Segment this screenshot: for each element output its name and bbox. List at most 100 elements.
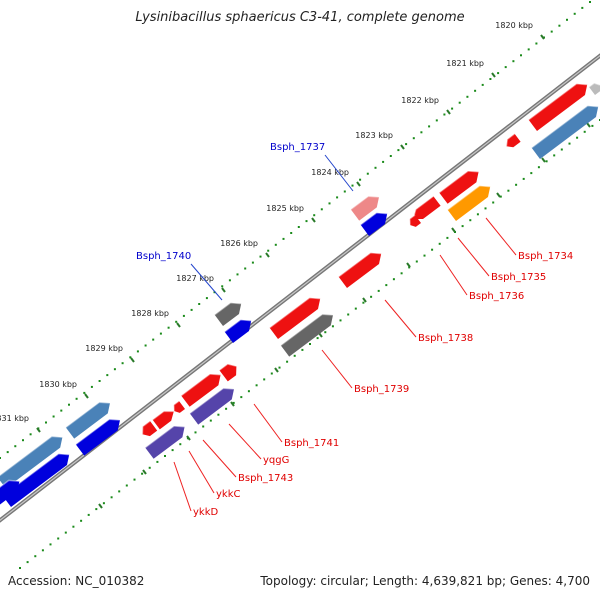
outer-scale-dot — [558, 24, 561, 27]
outer-scale-dot — [6, 451, 9, 454]
inner-scale-dot — [316, 337, 319, 340]
gene-labels: Bsph_1734 Bsph_1735 Bsph_1736 Bsph_1737 Bsph… — [136, 142, 573, 518]
gene-arrow-body — [439, 171, 479, 204]
scale-tick-label: 1827 kbp — [176, 274, 214, 283]
gene-feature — [2, 453, 70, 507]
inner-scale-dot — [446, 236, 449, 239]
inner-scale-dot — [370, 295, 373, 298]
inner-scale-dot — [583, 130, 586, 133]
outer-scale-dot — [90, 385, 93, 388]
label-leader-line — [457, 237, 490, 277]
inner-scale-dot — [263, 378, 266, 381]
outer-scale-dot — [221, 285, 224, 288]
gene-arrow-body — [413, 196, 441, 219]
gene-feature — [412, 195, 441, 220]
gene-label: Bsph_1734 — [518, 251, 573, 262]
outer-scale-dot — [259, 255, 262, 258]
outer-scale-dot — [290, 232, 293, 234]
gene-feature — [280, 313, 334, 357]
inner-scale-dot — [141, 472, 144, 475]
gene-label: ykkC — [216, 489, 241, 500]
gene-label: Bsph_1740 — [136, 251, 191, 262]
outer-scale-dot — [397, 149, 400, 152]
gene-arrow-shine — [75, 418, 121, 445]
outer-scale-dot — [198, 303, 201, 305]
inner-scale-dot — [95, 508, 98, 511]
gene-arrow-shine — [409, 214, 416, 226]
scale-major-tick — [176, 322, 181, 328]
gene-feature — [214, 302, 242, 326]
inner-scale-dot — [19, 567, 21, 569]
inner-scale-tick — [230, 401, 235, 407]
outer-scale-dot — [489, 78, 492, 80]
gene-arrow-body — [145, 426, 185, 459]
gene-feature — [75, 418, 121, 456]
outer-scale-dot — [121, 362, 124, 365]
gene-feature — [269, 297, 321, 339]
outer-scale-dot — [29, 433, 32, 436]
inner-scale-dot — [87, 513, 90, 516]
outer-scale-dot — [213, 291, 216, 294]
scale-tick-label: 1821 kbp — [446, 59, 484, 68]
outer-scale-dot — [144, 344, 147, 347]
gene-arrow-body — [152, 411, 174, 430]
outer-scale-dot — [474, 89, 477, 92]
gene-arrow-shine — [218, 363, 237, 371]
scale-ring: 1820 kbp 1821 kbp 1822 kbp 1823 kbp 1824 kbp… — [0, 1, 600, 569]
gene-arrow-shine — [350, 195, 380, 210]
outer-scale-dot — [412, 137, 415, 140]
inner-scale-dot — [217, 413, 220, 416]
inner-scale-tick — [362, 297, 367, 303]
outer-scale-dot — [458, 101, 461, 104]
outer-scale-dot — [75, 397, 78, 400]
scale-major-tick — [130, 357, 135, 363]
inner-scale-dot — [339, 319, 342, 322]
gene-feature — [141, 420, 158, 437]
outer-scale-dot — [45, 421, 47, 424]
inner-scale-dot — [507, 189, 510, 192]
gene-feature — [447, 185, 491, 221]
gene-feature — [505, 133, 521, 148]
gene-feature — [180, 373, 221, 407]
scale-tick-label: 1824 kbp — [311, 168, 349, 177]
scale-tick-label: 1820 kbp — [495, 21, 533, 30]
scale-tick-label: 1828 kbp — [131, 309, 169, 318]
gene-feature — [173, 400, 185, 413]
outer-scale-dot — [113, 368, 116, 371]
outer-scale-dot — [60, 409, 63, 412]
scale-tick-label: 1823 kbp — [355, 131, 393, 140]
inner-scale-dot — [49, 543, 52, 546]
gene-arrow-body — [338, 252, 382, 288]
inner-scale-dot — [118, 490, 121, 493]
outer-scale-dot — [106, 374, 109, 377]
outer-scale-dot — [581, 6, 584, 9]
gene-feature — [144, 425, 185, 459]
outer-scale-dot — [190, 308, 193, 311]
gene-features — [0, 82, 600, 507]
gene-arrow-shine — [269, 297, 321, 329]
outer-scale-dot — [420, 131, 423, 134]
outer-scale-dot — [573, 12, 576, 15]
inner-scale-dot — [225, 407, 228, 410]
scale-major-tick — [311, 217, 316, 223]
inner-scale-dot — [438, 242, 441, 245]
inner-scale-dot — [34, 555, 37, 558]
gene-feature — [189, 387, 235, 425]
gene-arrow-shine — [141, 420, 151, 435]
inner-scale-dot — [545, 160, 548, 163]
outer-scale-dot — [0, 457, 1, 459]
gene-label: Bsph_1736 — [469, 291, 524, 302]
outer-scale-dot — [382, 160, 385, 163]
inner-scale-dot — [392, 278, 395, 281]
inner-scale-dot — [202, 425, 205, 428]
inner-scale-dot — [293, 354, 296, 357]
scale-major-tick — [36, 427, 41, 433]
outer-scale-dot — [159, 332, 162, 335]
gene-arrow-body — [224, 319, 252, 343]
scale-major-tick — [221, 287, 226, 293]
outer-scale-dot — [182, 314, 185, 317]
gene-arrow-shine — [447, 185, 491, 211]
inner-scale-tick — [274, 367, 279, 373]
gene-feature — [0, 435, 63, 489]
inner-scale-dot — [64, 531, 67, 534]
